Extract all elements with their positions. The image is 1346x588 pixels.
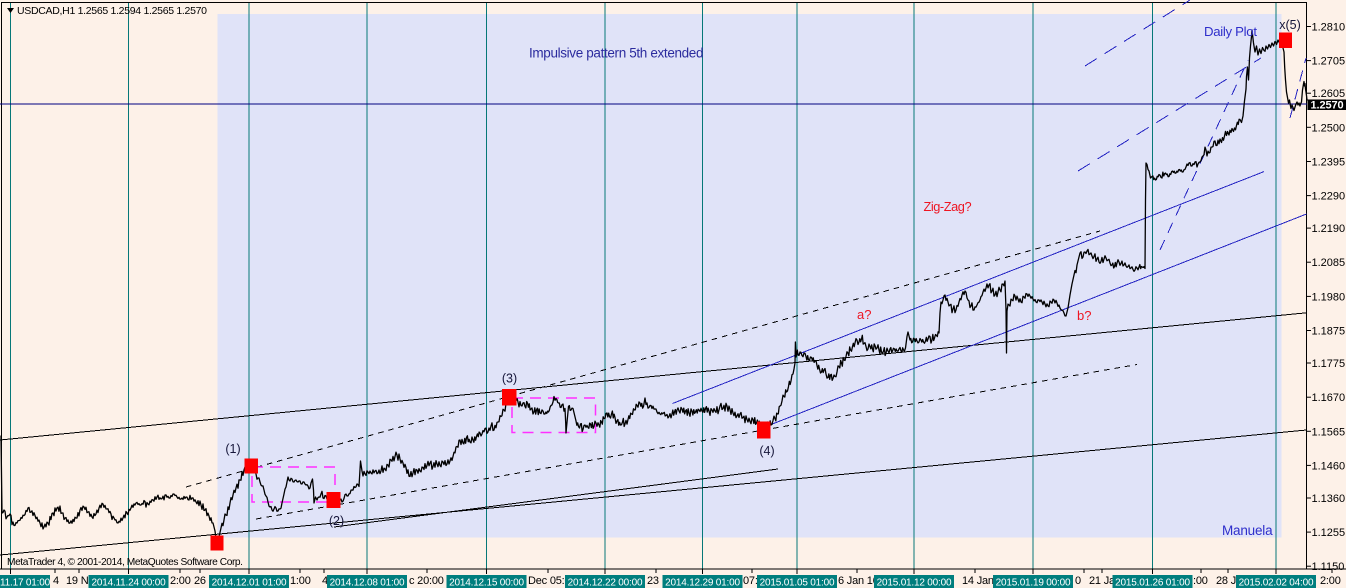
svg-text:1.1980: 1.1980 (1312, 291, 1346, 303)
svg-text:2014.12.29 01:00: 2014.12.29 01:00 (665, 578, 740, 588)
svg-text:14 Jan: 14 Jan (962, 575, 994, 587)
svg-text:2:00: 2:00 (170, 575, 191, 587)
svg-text:1.2605: 1.2605 (1312, 88, 1346, 100)
svg-text:c 20:00: c 20:00 (409, 575, 444, 587)
svg-text:1.1565: 1.1565 (1312, 426, 1346, 438)
svg-text:2014.12.01 01:00: 2014.12.01 01:00 (212, 578, 287, 588)
svg-text:MetaTrader 4, © 2001-2014, Met: MetaTrader 4, © 2001-2014, MetaQuotes So… (7, 557, 243, 568)
svg-text:2015.01.19 00:00: 2015.01.19 00:00 (996, 578, 1071, 588)
svg-text:1:00: 1:00 (290, 575, 311, 587)
svg-text:2:00: 2:00 (1320, 575, 1341, 587)
svg-text:Manuela: Manuela (1222, 523, 1273, 538)
svg-text:4: 4 (53, 575, 59, 587)
svg-text:b?: b? (1077, 308, 1091, 323)
svg-text:1.1875: 1.1875 (1312, 326, 1346, 338)
svg-text:1.1150: 1.1150 (1312, 561, 1345, 573)
svg-text:1.2705: 1.2705 (1312, 56, 1346, 68)
svg-text:2014.12.22 00:00: 2014.12.22 00:00 (568, 578, 643, 588)
svg-text:2014.11.24 00:00: 2014.11.24 00:00 (92, 578, 167, 588)
svg-text:11.17 01:00: 11.17 01:00 (0, 578, 51, 588)
svg-text:x(5): x(5) (1279, 18, 1301, 32)
svg-text:1.1460: 1.1460 (1312, 460, 1346, 472)
svg-text:1.2290: 1.2290 (1312, 191, 1346, 203)
svg-text:1.2570: 1.2570 (1311, 99, 1344, 111)
svg-text:19 No: 19 No (66, 575, 94, 587)
svg-text:1.2085: 1.2085 (1312, 257, 1346, 269)
svg-text:4: 4 (322, 575, 328, 587)
svg-text:Zig-Zag?: Zig-Zag? (924, 199, 972, 214)
svg-text:1.1775: 1.1775 (1312, 358, 1346, 370)
svg-text:(3): (3) (502, 372, 517, 386)
svg-text:(1): (1) (225, 442, 240, 456)
svg-text:0: 0 (1075, 575, 1081, 587)
svg-text::00: :00 (1193, 575, 1208, 587)
svg-text:2015.01.26 01:00: 2015.01.26 01:00 (1115, 578, 1190, 588)
svg-text:2015.01.05 01:00: 2015.01.05 01:00 (760, 578, 835, 588)
svg-text:1.2810: 1.2810 (1312, 22, 1346, 34)
svg-text:Daily Plot: Daily Plot (1204, 24, 1257, 39)
svg-text:1.2190: 1.2190 (1312, 223, 1346, 235)
svg-text:28 J: 28 J (1216, 575, 1236, 587)
svg-text:2014.12.08 01:00: 2014.12.08 01:00 (330, 578, 405, 588)
svg-text:USDCAD,H1 1.2565 1.2594 1.256: USDCAD,H1 1.2565 1.2594 1.2565 1.2570 (17, 5, 207, 17)
svg-text:1.1670: 1.1670 (1312, 392, 1346, 404)
svg-text:1.1360: 1.1360 (1312, 493, 1346, 505)
svg-text:1.2395: 1.2395 (1312, 157, 1346, 169)
svg-text:a?: a? (857, 307, 871, 322)
svg-text:2015.02.02 04:00: 2015.02.02 04:00 (1239, 578, 1314, 588)
svg-text:Impulsive pattern 5th extended: Impulsive pattern 5th extended (529, 46, 703, 61)
svg-text:(2): (2) (329, 514, 344, 528)
svg-text:2014.12.15 00:00: 2014.12.15 00:00 (449, 578, 524, 588)
svg-text:(4): (4) (759, 444, 774, 458)
svg-text:1.2500: 1.2500 (1312, 122, 1346, 134)
svg-text:Dec 05:00: Dec 05:00 (528, 575, 576, 587)
svg-text:1.1255: 1.1255 (1312, 527, 1346, 539)
svg-text:2015.01.12 00:00: 2015.01.12 00:00 (877, 578, 952, 588)
